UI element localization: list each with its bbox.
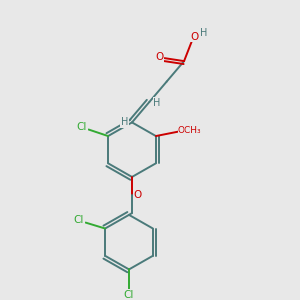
Text: OCH₃: OCH₃ bbox=[178, 126, 202, 135]
Text: O: O bbox=[190, 32, 199, 41]
Text: H: H bbox=[121, 117, 128, 128]
Text: Cl: Cl bbox=[124, 290, 134, 300]
Text: O: O bbox=[134, 190, 142, 200]
Text: O: O bbox=[155, 52, 163, 62]
Text: H: H bbox=[200, 28, 208, 38]
Text: Cl: Cl bbox=[77, 122, 87, 132]
Text: H: H bbox=[153, 98, 161, 108]
Text: Cl: Cl bbox=[74, 215, 84, 225]
